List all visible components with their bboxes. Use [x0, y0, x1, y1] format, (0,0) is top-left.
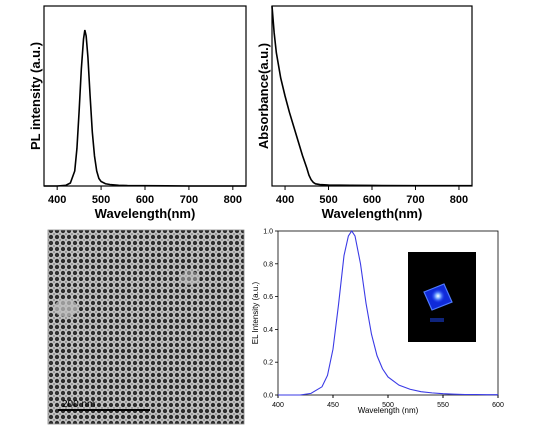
- abs-series-line: [271, 5, 472, 187]
- pl-x-tick-labels: 400 500 600 700 800: [48, 194, 242, 206]
- el-y-tick-label: 1.0: [263, 229, 273, 236]
- pl-x-tick-label: 800: [224, 194, 242, 206]
- el-series-line: [278, 230, 498, 396]
- pl-plot-frame: [43, 5, 247, 187]
- device-photo-inset: [408, 252, 476, 342]
- pl-y-axis-title: PL intensity (a.u.): [28, 42, 43, 150]
- el-y-tick-label: 0.2: [263, 360, 273, 367]
- abs-x-ticks: [284, 186, 460, 190]
- el-y-tick-labels: 0.0 0.2 0.4 0.6 0.8 1.0: [263, 229, 273, 400]
- el-x-tick-label: 600: [492, 402, 504, 409]
- el-y-tick-label: 0.4: [263, 327, 273, 334]
- pl-x-tick-label: 700: [180, 194, 198, 206]
- tem-micrograph: 200 nm: [47, 229, 245, 425]
- el-x-tick-label: 550: [437, 402, 449, 409]
- el-y-tick-label: 0.0: [263, 393, 273, 400]
- el-x-tick-label: 500: [382, 402, 394, 409]
- tem-image-border: [47, 229, 245, 425]
- abs-x-tick-label: 700: [406, 194, 424, 206]
- abs-x-tick-label: 500: [319, 194, 337, 206]
- pl-chart: 400 500 600 700 800 Wavelength(nm) PL intens…: [28, 5, 247, 221]
- pl-x-tick-label: 400: [48, 194, 66, 206]
- pl-series-line: [44, 29, 246, 187]
- abs-x-tick-label: 600: [363, 194, 381, 206]
- pl-x-tick-label: 500: [92, 194, 110, 206]
- el-x-axis-title: Wavelength (nm): [358, 406, 419, 415]
- el-x-ticks: [277, 395, 499, 398]
- el-x-tick-label: 450: [327, 402, 339, 409]
- el-x-tick-label: 400: [272, 402, 284, 409]
- abs-x-tick-labels: 400 500 600 700 800: [276, 194, 468, 206]
- el-x-tick-labels: 400 450 500 550 600: [272, 402, 504, 409]
- el-y-ticks: [275, 230, 278, 396]
- el-y-axis-title: EL Intensity (a.u.): [251, 281, 260, 344]
- abs-y-axis-title: Absorbance(a.u.): [256, 43, 271, 149]
- pl-x-tick-label: 600: [136, 194, 154, 206]
- el-chart: 400 450 500 550 600 0.0 0.2 0.4 0.6 0.8 1.0 Wavel…: [251, 229, 504, 416]
- pl-x-axis-title: Wavelength(nm): [95, 206, 196, 221]
- tem-texture-overlay: [48, 230, 244, 424]
- device-reflection: [430, 318, 444, 322]
- absorbance-chart: 400 500 600 700 800 Wavelength(nm) Absorbanc…: [256, 5, 473, 221]
- el-y-tick-label: 0.6: [263, 294, 273, 301]
- abs-x-axis-title: Wavelength(nm): [322, 206, 423, 221]
- abs-plot-frame: [271, 5, 473, 187]
- tem-blur-spot: [54, 299, 78, 317]
- abs-x-tick-label: 400: [276, 194, 294, 206]
- tem-blur-spot: [180, 271, 200, 285]
- device-emission-spot: [431, 289, 445, 303]
- scale-bar-label: 200 nm: [62, 399, 95, 410]
- abs-x-tick-label: 800: [450, 194, 468, 206]
- el-y-tick-label: 0.8: [263, 261, 273, 268]
